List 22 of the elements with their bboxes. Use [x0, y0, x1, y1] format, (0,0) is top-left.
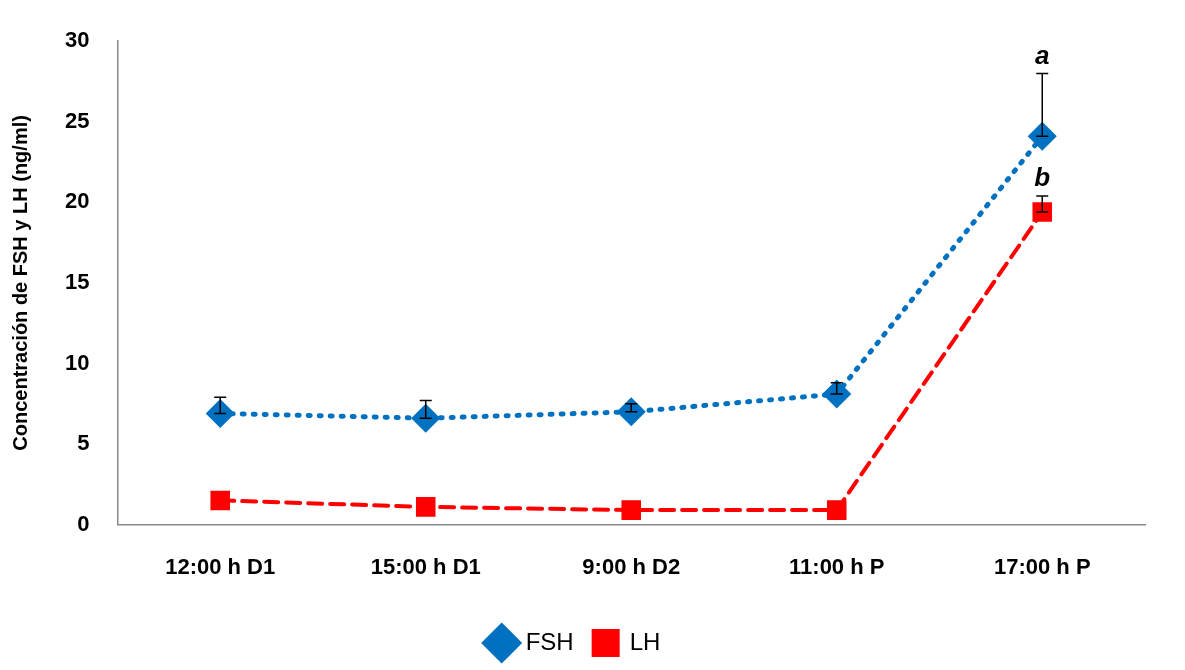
annotation: a	[1035, 39, 1050, 70]
annotation: b	[1034, 162, 1051, 193]
y-tick-label: 30	[64, 27, 90, 53]
legend-label: LH	[629, 627, 661, 655]
point	[415, 497, 436, 517]
y-tick-label: 20	[64, 188, 90, 214]
y-tick-label: 0	[77, 510, 90, 536]
y-tick-label: 25	[64, 107, 90, 133]
point	[621, 500, 642, 520]
y-tick-label: 5	[77, 430, 90, 456]
point	[826, 500, 847, 520]
y-axis-title: Concentración de FSH y LH (ng/ml)	[8, 115, 31, 451]
point	[412, 404, 440, 432]
legend-label: FSH	[525, 627, 574, 655]
y-tick-label: 15	[64, 268, 90, 294]
y-tick-label: 10	[64, 349, 90, 375]
point	[210, 490, 230, 511]
x-tick-label: 15:00 h D1	[370, 553, 481, 579]
x-tick-label: 17:00 h P	[993, 553, 1091, 579]
x-tick-label: 11:00 h P	[789, 553, 885, 579]
x-tick-label: 12:00 h D1	[165, 553, 276, 579]
x-tick-label: 9:00 h D2	[582, 553, 681, 579]
